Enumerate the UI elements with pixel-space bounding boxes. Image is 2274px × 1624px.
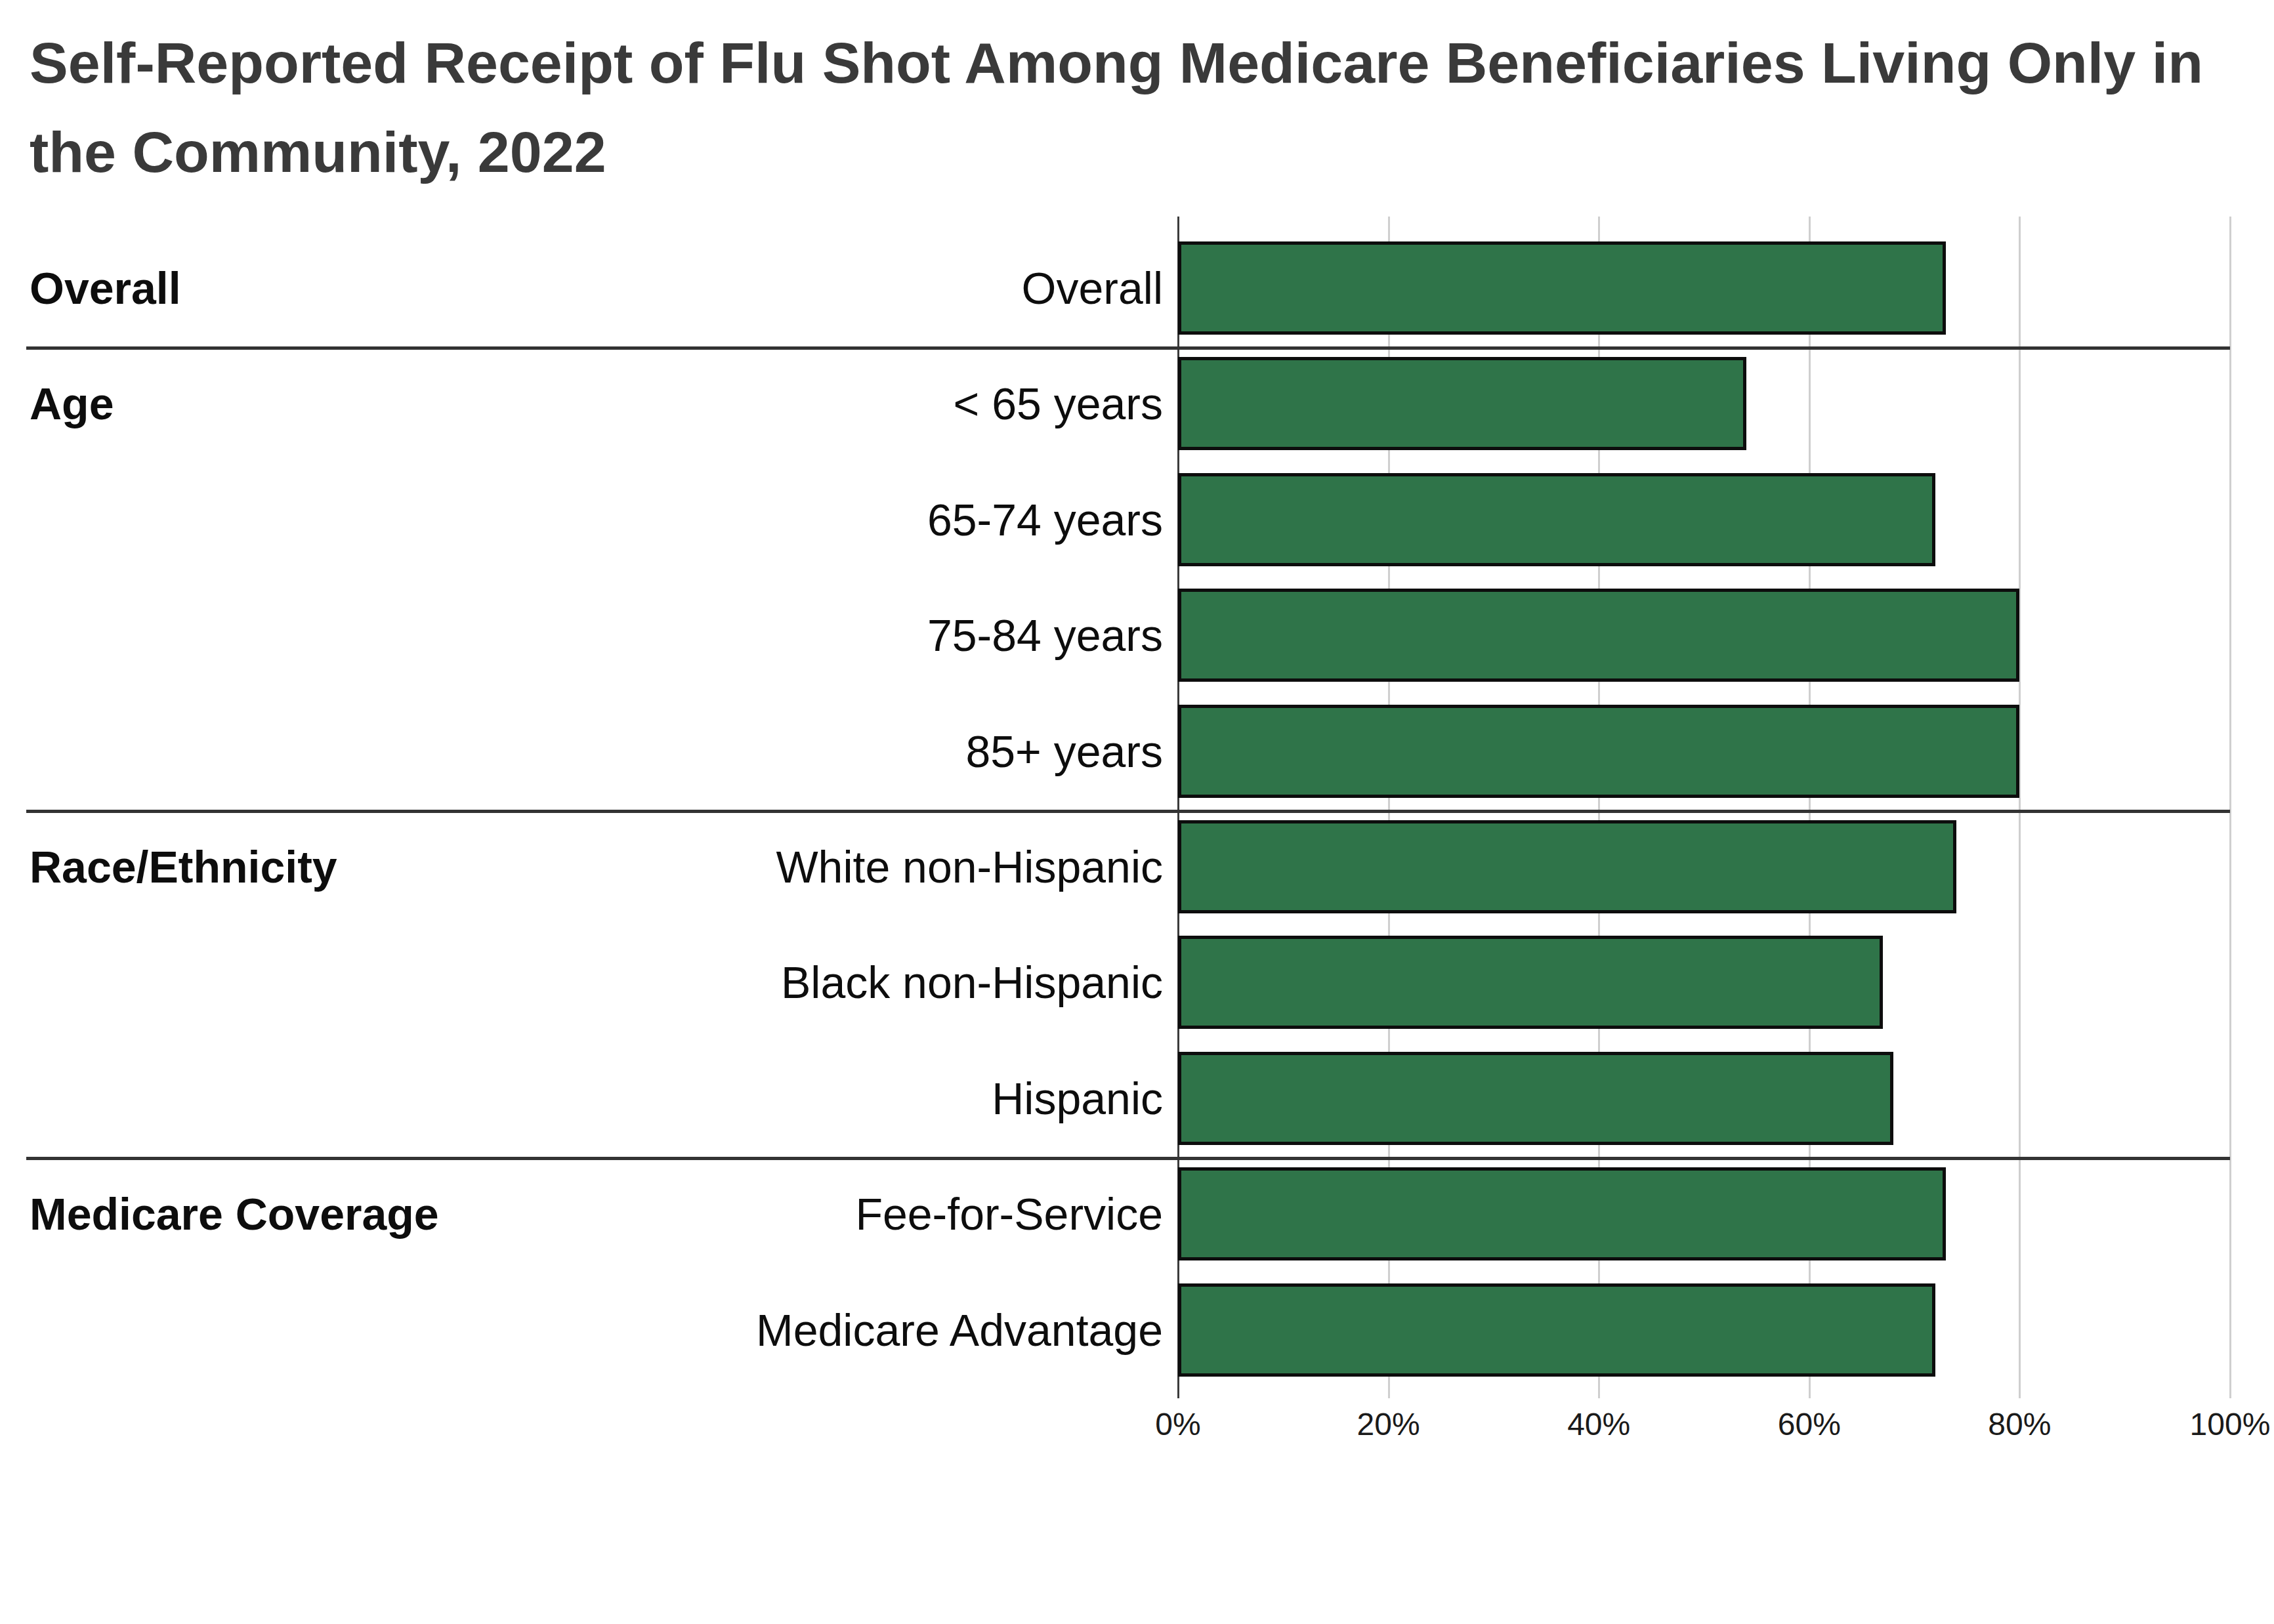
bar: [1178, 473, 1935, 566]
bar-rows: OverallOverallAge< 65 years65-74 years 75…: [0, 241, 2274, 1399]
bar: [1178, 705, 2019, 798]
row-label: Black non-Hispanic: [0, 936, 1163, 1029]
chart-row: OverallOverall: [0, 241, 2274, 357]
page: { "title": "Self-Reported Receipt of Flu…: [0, 0, 2274, 1624]
bar: [1178, 357, 1746, 450]
group-divider: [26, 1157, 2230, 1160]
chart-row: Medicare CoverageFee-for-Service: [0, 1167, 2274, 1283]
bar: [1178, 1052, 1893, 1145]
bar-track: [1178, 241, 2230, 335]
bar: [1178, 241, 1946, 335]
row-label: White non-Hispanic: [0, 820, 1163, 913]
bar-track: [1178, 1283, 2230, 1377]
x-tick-label: 80%: [1988, 1406, 2051, 1442]
row-label: 65-74 years: [0, 473, 1163, 566]
bar: [1178, 820, 1956, 913]
row-label: Medicare Advantage: [0, 1283, 1163, 1377]
chart-title: Self-Reported Receipt of Flu Shot Among …: [30, 18, 2225, 198]
chart-row: 75-84 years: [0, 589, 2274, 704]
chart-row: Hispanic: [0, 1052, 2274, 1167]
chart-row: Race/EthnicityWhite non-Hispanic: [0, 820, 2274, 936]
bar-track: [1178, 820, 2230, 913]
row-label: 85+ years: [0, 705, 1163, 798]
bar-track: [1178, 705, 2230, 798]
chart-row: 85+ years: [0, 705, 2274, 820]
x-axis: 0%20%40%60%80%100%: [1178, 1406, 2230, 1446]
row-label: Hispanic: [0, 1052, 1163, 1145]
group-divider: [26, 810, 2230, 813]
bar-track: [1178, 1052, 2230, 1145]
bar: [1178, 936, 1883, 1029]
row-label: Fee-for-Service: [0, 1167, 1163, 1260]
bar-track: [1178, 473, 2230, 566]
row-label: 75-84 years: [0, 589, 1163, 682]
bar-track: [1178, 1167, 2230, 1260]
row-label: Overall: [0, 241, 1163, 335]
x-tick-label: 100%: [2190, 1406, 2271, 1442]
chart-row: Black non-Hispanic: [0, 936, 2274, 1051]
bar: [1178, 1167, 1946, 1260]
x-tick-label: 40%: [1567, 1406, 1630, 1442]
bar: [1178, 589, 2019, 682]
chart-row: Age< 65 years: [0, 357, 2274, 472]
x-tick-label: 20%: [1357, 1406, 1420, 1442]
bar-track: [1178, 357, 2230, 450]
x-tick-label: 0%: [1155, 1406, 1200, 1442]
bar-track: [1178, 936, 2230, 1029]
bar-track: [1178, 589, 2230, 682]
chart-row: Medicare Advantage: [0, 1283, 2274, 1399]
group-divider: [26, 346, 2230, 350]
row-label: < 65 years: [0, 357, 1163, 450]
bar: [1178, 1283, 1935, 1377]
x-tick-label: 60%: [1778, 1406, 1841, 1442]
chart-row: 65-74 years: [0, 473, 2274, 589]
